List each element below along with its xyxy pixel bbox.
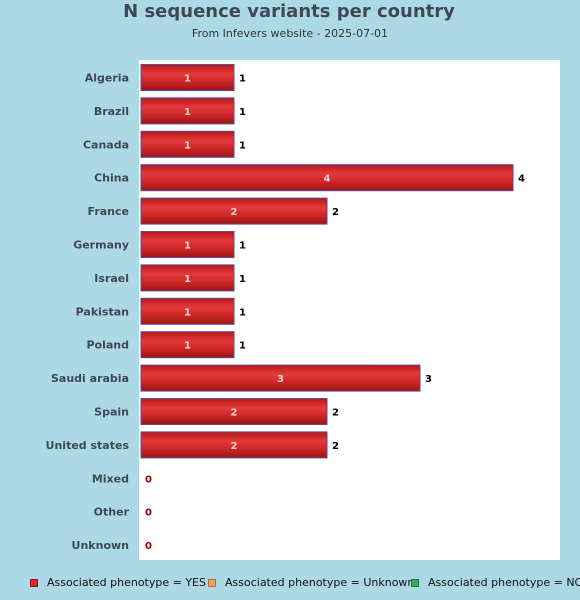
legend-swatch [411, 578, 419, 587]
total-label: 2 [332, 207, 339, 218]
total-label: 1 [239, 107, 246, 118]
bar-value-label: 1 [184, 274, 191, 285]
legend-label: Associated phenotype = Unknown [225, 576, 415, 589]
category-label: Mixed [92, 472, 129, 485]
category-label: United states [46, 439, 130, 452]
category-label: Algeria [85, 72, 129, 85]
category-label: France [88, 205, 129, 218]
category-label: China [94, 172, 129, 185]
category-label: Other [94, 506, 130, 519]
bar-value-label: 1 [184, 241, 191, 252]
total-label: 0 [145, 541, 152, 552]
bar-value-label: 4 [324, 174, 331, 185]
legend-item: Associated phenotype = YES [30, 576, 206, 589]
total-label: 0 [145, 474, 152, 485]
category-label: Israel [94, 272, 129, 285]
total-label: 1 [239, 140, 246, 151]
legend-item: Associated phenotype = NO [411, 576, 580, 589]
bar-value-label: 1 [184, 140, 191, 151]
legend-label: Associated phenotype = NO [428, 576, 580, 589]
bar-yes [140, 97, 235, 125]
total-label: 2 [332, 441, 339, 452]
total-label: 1 [239, 341, 246, 352]
bar-value-label: 2 [231, 408, 238, 419]
category-label: Germany [73, 239, 129, 252]
bar-yes [140, 164, 514, 192]
total-label: 1 [239, 241, 246, 252]
bar-yes [140, 297, 235, 325]
legend-label: Associated phenotype = YES [47, 576, 206, 589]
bar-yes [140, 231, 235, 258]
category-label: Brazil [94, 105, 129, 118]
category-label: Canada [83, 138, 129, 151]
bar-value-label: 2 [231, 207, 238, 218]
bar-value-label: 1 [184, 341, 191, 352]
bar-yes [140, 64, 235, 91]
category-label: Unknown [72, 539, 129, 552]
total-label: 1 [239, 307, 246, 318]
legend-swatch [208, 578, 216, 587]
legend-item: Associated phenotype = Unknown [208, 576, 414, 589]
category-label: Pakistan [76, 305, 129, 318]
bar-yes [140, 264, 235, 292]
total-label: 0 [145, 508, 152, 519]
bar-value-label: 1 [184, 107, 191, 118]
bars: 1 1 1 1 1 1 4 4 2 2 1 1 1 1 1 1 1 1 3 3 2 2 2 2 0 0 0 [140, 64, 525, 552]
bar-yes [140, 364, 421, 392]
total-label: 2 [332, 408, 339, 419]
category-label: Poland [86, 339, 129, 352]
bar-value-label: 1 [184, 74, 191, 85]
bar-yes [140, 431, 328, 459]
legend: Associated phenotype = YES Associated phe… [0, 576, 580, 590]
total-label: 4 [518, 174, 525, 185]
bar-value-label: 2 [231, 441, 238, 452]
bar-yes [140, 331, 235, 359]
bar-value-label: 1 [184, 307, 191, 318]
bar-yes [140, 130, 235, 158]
total-label: 1 [239, 74, 246, 85]
chart-subtitle: From Infevers website - 2025-07-01 [191, 27, 389, 40]
category-label: Spain [94, 406, 129, 419]
bar-yes [140, 398, 328, 425]
chart-title: N sequence variants per country [123, 1, 455, 22]
total-label: 1 [239, 274, 246, 285]
category-labels: Algeria Brazil Canada China France Germany Isr… [46, 72, 130, 553]
legend-swatch [30, 578, 38, 587]
category-label: Saudi arabia [51, 372, 129, 385]
bar-value-label: 3 [277, 374, 284, 385]
total-label: 3 [425, 374, 432, 385]
bar-yes [140, 197, 328, 225]
